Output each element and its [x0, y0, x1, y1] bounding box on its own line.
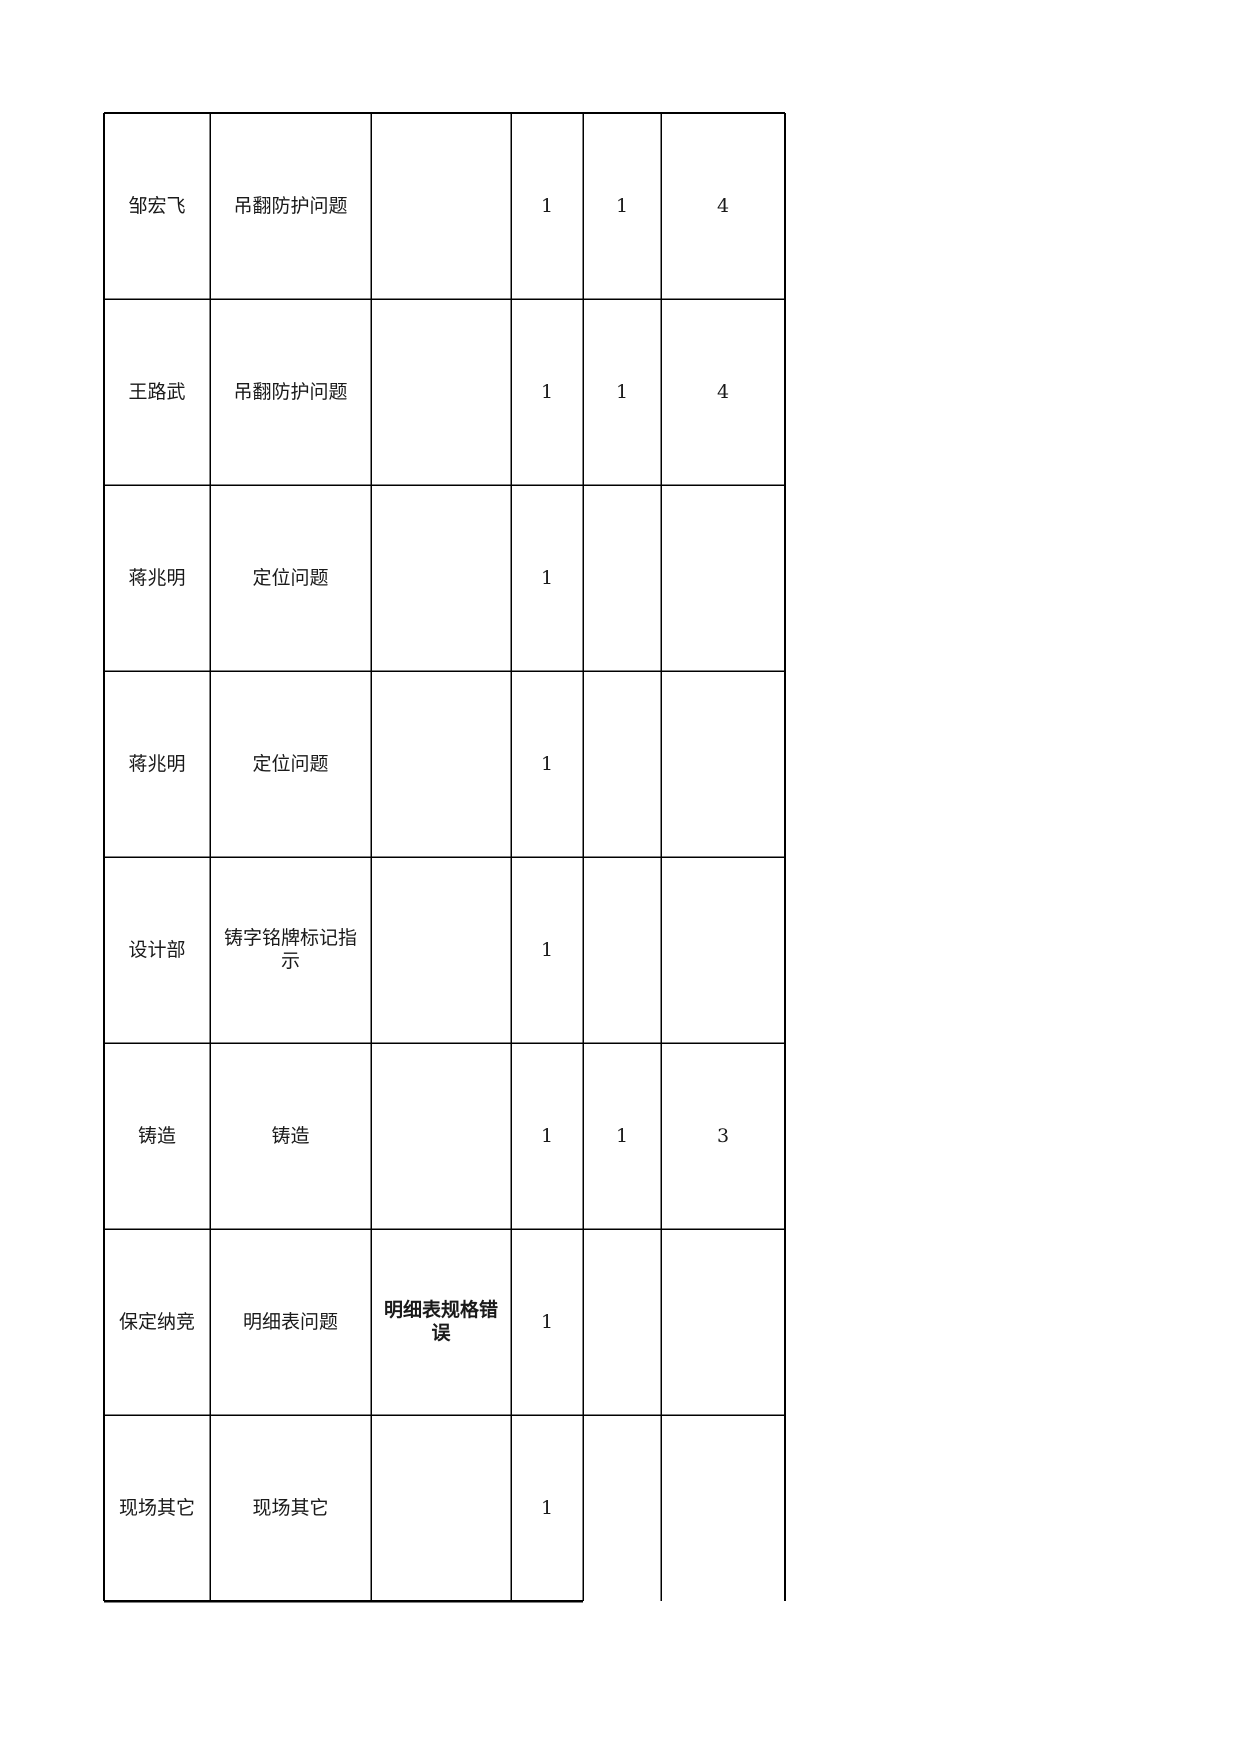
cell-c3: 4	[716, 194, 730, 217]
cell-name: 铸造	[137, 1124, 176, 1147]
cell-category: 吊翻防护问题	[233, 380, 348, 403]
cell-c2	[583, 857, 661, 1043]
cell-c2	[583, 1415, 661, 1601]
cell-c2: 1	[615, 380, 629, 403]
cell-category: 明细表问题	[242, 1310, 338, 1333]
cell-category: 现场其它	[252, 1496, 329, 1519]
cell-c2: 1	[615, 194, 629, 217]
cell-c3	[661, 671, 785, 857]
cell-c3: 4	[716, 380, 730, 403]
cell-detail	[371, 1415, 511, 1601]
cell-c1: 1	[540, 566, 554, 589]
cell-detail	[371, 485, 511, 671]
cell-name: 王路武	[128, 380, 186, 403]
cell-detail: 明细表规格错误	[383, 1299, 498, 1344]
cell-c2	[583, 671, 661, 857]
cell-category: 定位问题	[252, 566, 329, 589]
cell-c2	[583, 1229, 661, 1415]
cell-name: 设计部	[128, 938, 186, 961]
cell-category: 铸造	[271, 1124, 310, 1147]
cell-c1: 1	[540, 1124, 554, 1147]
cell-category: 吊翻防护问题	[233, 194, 348, 217]
cell-name: 保定纳竞	[118, 1310, 195, 1333]
cell-c1: 1	[540, 1496, 554, 1519]
cell-c2: 1	[615, 1124, 629, 1147]
cell-name: 现场其它	[118, 1496, 195, 1519]
cell-c3	[661, 1415, 785, 1601]
cell-c3	[661, 857, 785, 1043]
cell-name: 邹宏飞	[128, 194, 186, 217]
cell-category: 铸字铭牌标记指示	[223, 927, 357, 972]
cell-c1: 1	[540, 1310, 554, 1333]
cell-detail	[371, 299, 511, 485]
cell-c1: 1	[540, 194, 554, 217]
cell-c1: 1	[540, 938, 554, 961]
cell-c2	[583, 485, 661, 671]
cell-c1: 1	[540, 380, 554, 403]
cell-detail	[371, 857, 511, 1043]
cell-category: 定位问题	[252, 752, 329, 775]
cell-detail	[371, 1043, 511, 1229]
cell-c1: 1	[540, 752, 554, 775]
cell-detail	[371, 671, 511, 857]
cell-name: 蒋兆明	[128, 752, 186, 775]
cell-c3	[661, 1229, 785, 1415]
cell-c3	[661, 485, 785, 671]
cell-detail	[371, 113, 511, 299]
cell-c3: 3	[716, 1124, 730, 1147]
cell-name: 蒋兆明	[128, 566, 186, 589]
